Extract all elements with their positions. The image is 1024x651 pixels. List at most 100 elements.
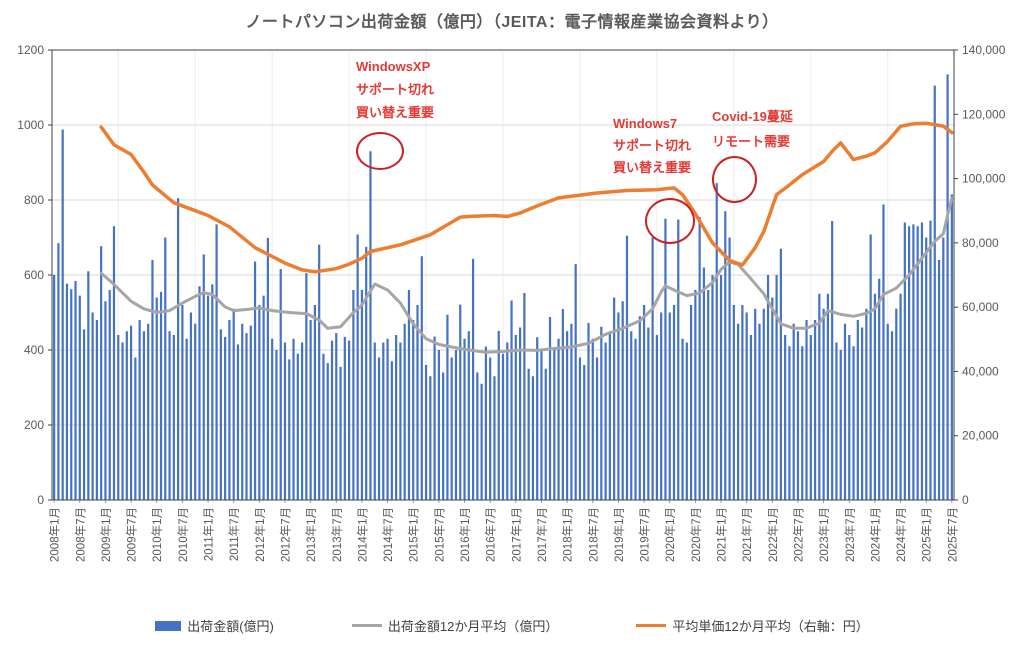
bar xyxy=(856,320,859,500)
annotation-windowsxp-line1: WindowsXP xyxy=(356,59,431,74)
bar xyxy=(82,329,86,501)
bar xyxy=(527,368,530,500)
bar xyxy=(172,335,175,500)
svg-text:0: 0 xyxy=(37,493,44,507)
bar xyxy=(168,331,171,500)
bar xyxy=(809,335,812,500)
bar xyxy=(796,331,800,500)
legend-item-price: 平均単価12か月平均（右軸：円） xyxy=(636,616,869,635)
bar xyxy=(570,323,573,500)
legend-bar-swatch xyxy=(155,620,182,631)
bar xyxy=(292,338,295,500)
bar xyxy=(617,312,620,500)
bar xyxy=(288,359,291,501)
bar xyxy=(510,300,513,500)
svg-text:2015年1月: 2015年1月 xyxy=(407,507,421,562)
svg-text:2010年1月: 2010年1月 xyxy=(150,507,164,562)
svg-text:1200: 1200 xyxy=(17,43,44,57)
bar xyxy=(788,346,791,500)
bar xyxy=(236,344,240,501)
bar xyxy=(343,336,346,501)
bar xyxy=(189,312,193,500)
bar xyxy=(519,327,522,500)
bar xyxy=(672,305,676,500)
svg-text:2020年1月: 2020年1月 xyxy=(663,507,677,562)
svg-text:2019年1月: 2019年1月 xyxy=(612,507,626,562)
annotation-windows7-line2: サポート切れ xyxy=(613,138,692,153)
bar xyxy=(531,376,535,500)
bar xyxy=(117,335,120,500)
svg-text:2017年7月: 2017年7月 xyxy=(535,507,549,562)
bar xyxy=(818,293,821,500)
bar xyxy=(335,333,338,501)
bar xyxy=(480,383,483,500)
bar xyxy=(147,323,150,500)
bar xyxy=(553,350,556,500)
bar xyxy=(373,342,376,500)
bar xyxy=(352,290,355,500)
legend-item-shipment: 出荷金額(億円) xyxy=(155,616,274,635)
right-axis-labels: 0 20,000 40,000 60,000 80,000 100,000 120,000 1… xyxy=(954,43,1006,507)
svg-text:1000: 1000 xyxy=(17,118,44,132)
bar xyxy=(271,338,274,500)
bar xyxy=(459,304,462,501)
annotation-windowsxp-line2: サポート切れ xyxy=(356,82,435,97)
bar xyxy=(694,290,697,500)
legend-item-avg: 出荷金額12か月平均（億円） xyxy=(351,616,559,635)
bar xyxy=(762,308,765,500)
svg-text:120,000: 120,000 xyxy=(962,107,1006,121)
svg-text:2022年7月: 2022年7月 xyxy=(791,507,805,562)
svg-text:80,000: 80,000 xyxy=(962,236,999,250)
bar xyxy=(681,338,684,500)
bar xyxy=(852,346,855,500)
bar xyxy=(651,237,654,500)
page-title: ノートパソコン出荷金額（億円）（JEITA：電子情報産業協会資料より） xyxy=(245,14,779,31)
svg-text:0: 0 xyxy=(962,493,969,507)
bar xyxy=(937,260,941,500)
bar xyxy=(805,320,808,500)
bar xyxy=(442,372,445,500)
bar xyxy=(664,218,667,500)
bar xyxy=(835,342,838,500)
bar xyxy=(360,290,364,500)
annotation-windowsxp-line3: 買い替え重要 xyxy=(356,105,435,120)
svg-text:2024年1月: 2024年1月 xyxy=(868,507,882,562)
bar xyxy=(104,301,107,500)
bar xyxy=(283,342,287,500)
bar xyxy=(224,336,227,501)
legend-item-avg-label: 出荷金額12か月平均（億円） xyxy=(387,619,559,634)
bar xyxy=(625,235,629,501)
bar xyxy=(638,316,641,500)
bar xyxy=(514,335,517,500)
bar xyxy=(630,331,633,500)
bar xyxy=(574,264,577,501)
bar xyxy=(689,305,693,500)
bar xyxy=(181,305,184,500)
bar xyxy=(386,338,389,500)
bar xyxy=(826,293,829,500)
bar xyxy=(369,151,372,500)
bar xyxy=(745,312,748,500)
bar xyxy=(108,290,111,500)
svg-text:2014年7月: 2014年7月 xyxy=(381,507,395,562)
bar xyxy=(506,342,509,500)
legend-item-shipment-label: 出荷金額(億円) xyxy=(187,619,274,634)
bar xyxy=(741,305,744,500)
bar xyxy=(702,267,706,500)
bar xyxy=(245,333,248,501)
price-line xyxy=(99,121,954,274)
bar xyxy=(839,350,842,500)
svg-text:2025年1月: 2025年1月 xyxy=(920,507,934,562)
chart-plot: 0 200 400 600 800 1000 1200 0 20,000 40,000 60,000… xyxy=(17,43,1006,562)
bar xyxy=(813,320,817,500)
svg-text:2023年1月: 2023年1月 xyxy=(817,507,831,562)
bar xyxy=(719,275,723,500)
svg-text:2011年1月: 2011年1月 xyxy=(202,507,216,561)
bar xyxy=(403,323,406,500)
bar xyxy=(424,365,428,500)
bar xyxy=(929,220,932,501)
bar xyxy=(925,237,928,500)
bar xyxy=(450,357,453,500)
annotation-windows7: Windows7 サポート切れ 買い替え重要 xyxy=(613,113,691,179)
